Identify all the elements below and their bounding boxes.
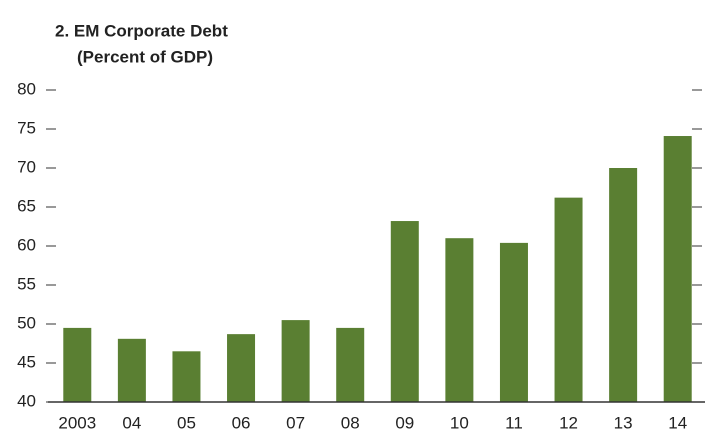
x-tick-label: 04 <box>122 413 141 432</box>
bar <box>227 334 256 402</box>
y-tick-label: 65 <box>17 196 36 215</box>
x-tick-label: 06 <box>232 413 251 432</box>
y-tick-label: 70 <box>17 157 36 176</box>
chart-title: 2. EM Corporate Debt <box>55 21 228 40</box>
bar <box>499 242 528 402</box>
x-tick-label: 07 <box>286 413 305 432</box>
y-tick-label: 80 <box>17 79 36 98</box>
x-tick-label: 05 <box>177 413 196 432</box>
bar <box>663 136 692 402</box>
bar <box>390 221 419 402</box>
bar <box>336 327 365 402</box>
bar <box>117 338 146 402</box>
bar <box>63 327 92 402</box>
x-tick-label: 08 <box>341 413 360 432</box>
bar <box>609 168 638 402</box>
bar <box>281 320 310 402</box>
y-tick-label: 50 <box>17 313 36 332</box>
x-tick-label: 11 <box>505 413 523 432</box>
y-tick-label: 75 <box>17 118 36 137</box>
x-tick-label: 13 <box>614 413 633 432</box>
y-tick-label: 40 <box>17 391 36 410</box>
x-tick-label: 2003 <box>58 413 96 432</box>
x-tick-label: 12 <box>559 413 578 432</box>
x-tick-label: 14 <box>668 413 687 432</box>
y-tick-label: 60 <box>17 235 36 254</box>
bar <box>172 351 201 402</box>
x-tick-label: 10 <box>450 413 469 432</box>
bar <box>445 238 474 402</box>
bar <box>554 197 583 402</box>
y-tick-label: 45 <box>17 352 36 371</box>
x-tick-label: 09 <box>395 413 414 432</box>
y-tick-label: 55 <box>17 274 36 293</box>
chart-subtitle: (Percent of GDP) <box>77 47 213 66</box>
